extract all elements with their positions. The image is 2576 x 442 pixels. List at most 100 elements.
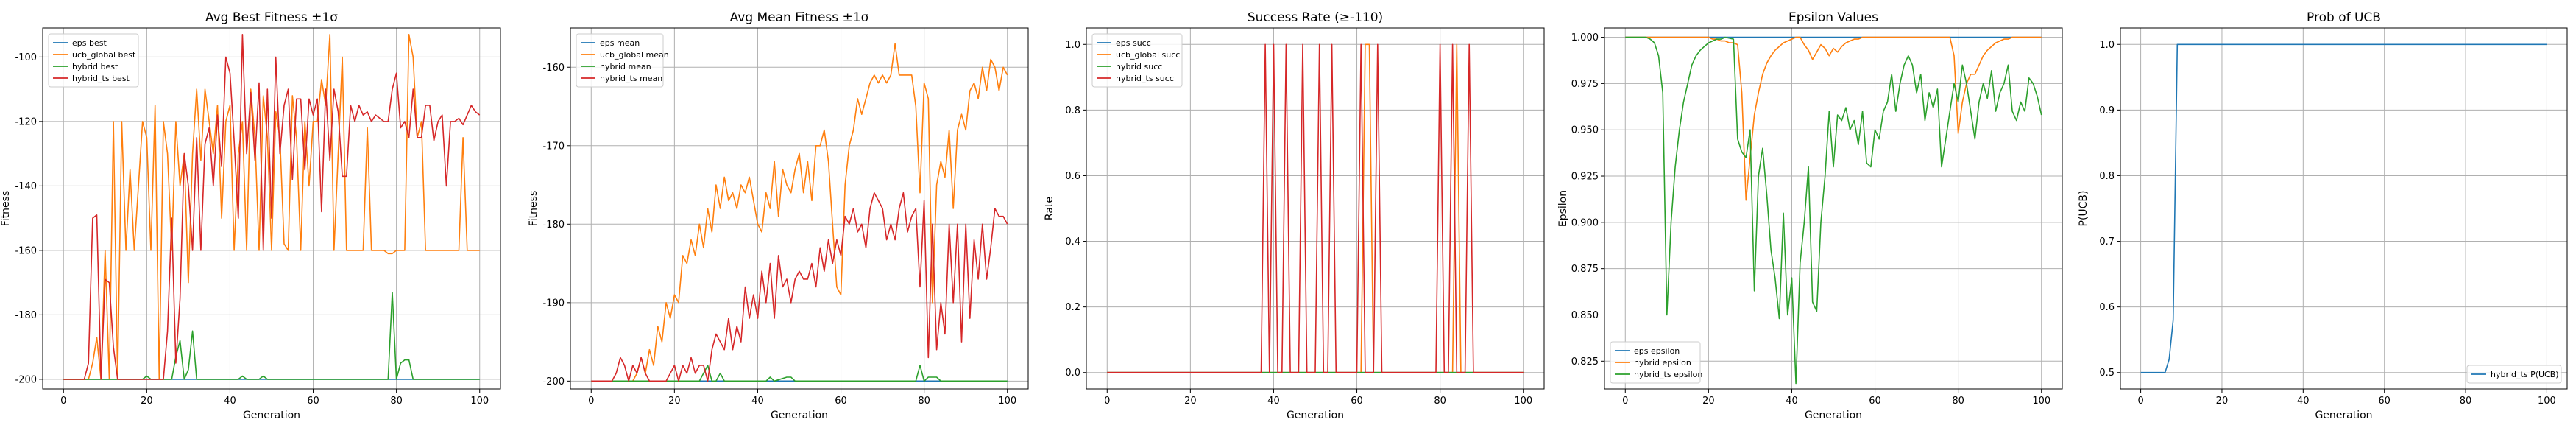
y-tick-label: -140 xyxy=(15,181,37,192)
legend-box xyxy=(48,33,139,88)
x-tick-label: 0 xyxy=(588,396,594,407)
x-tick-label: 0 xyxy=(60,396,66,407)
legend-box xyxy=(1610,341,1701,384)
legend-entry: hybrid_ts best xyxy=(72,74,130,83)
legend-entry: eps epsilon xyxy=(1634,346,1680,356)
y-tick-label: 0.875 xyxy=(1571,264,1599,275)
x-axis-label: Generation xyxy=(1805,410,1862,421)
series-line-4 xyxy=(1107,43,1524,373)
y-tick-label: -160 xyxy=(542,63,565,74)
x-tick-label: 100 xyxy=(2538,396,2556,407)
x-tick-label: 60 xyxy=(1869,396,1881,407)
axes-frame xyxy=(2120,27,2568,390)
legend-entry: ucb_global succ xyxy=(1116,50,1180,60)
x-tick-label: 0 xyxy=(2137,396,2143,407)
y-tick-label: -100 xyxy=(15,52,37,63)
y-tick-label: 0.850 xyxy=(1571,310,1599,321)
legend-entry: hybrid mean xyxy=(600,62,651,71)
chart-panel-4: 0 20 40 60 80 100 0.825 0.850 0.875 0.900 0.925 0.9… xyxy=(1557,10,2063,421)
chart-title: Prob of UCB xyxy=(2307,10,2381,25)
legend-entry: eps succ xyxy=(1116,38,1151,48)
series-line-3 xyxy=(1625,36,2042,385)
x-tick-label: 100 xyxy=(998,396,1016,407)
chart-panel-2: 0 20 40 60 80 100 -200 -190 -180 -170 -160 Avg Mean… xyxy=(528,10,1029,421)
y-tick-label: 0.900 xyxy=(1571,217,1599,228)
y-tick-label: 0.4 xyxy=(1065,236,1080,248)
legend-box xyxy=(576,33,664,88)
axes-frame xyxy=(570,27,1029,390)
x-tick-label: 40 xyxy=(1786,396,1798,407)
y-tick-label: 0.8 xyxy=(2099,171,2115,182)
y-tick-label: -170 xyxy=(542,141,565,152)
x-tick-label: 80 xyxy=(390,396,403,407)
legend-entry: eps mean xyxy=(600,38,640,48)
chart-title: Epsilon Values xyxy=(1788,10,1878,25)
y-tick-label: -200 xyxy=(542,376,565,387)
y-tick-label: -200 xyxy=(15,374,37,385)
legend: eps epsilon hybrid epsilon hybrid_ts epsil… xyxy=(1610,341,1702,384)
series-line-2 xyxy=(1625,36,2042,201)
x-tick-label: 60 xyxy=(1351,396,1363,407)
legend-entry: hybrid_ts epsilon xyxy=(1634,370,1702,379)
x-axis-label: Generation xyxy=(243,410,300,421)
legend-entry: ucb_global mean xyxy=(600,50,669,60)
y-tick-label: -180 xyxy=(542,220,565,231)
legend-entry: eps best xyxy=(72,38,107,48)
x-tick-label: 40 xyxy=(751,396,764,407)
y-tick-label: 1.000 xyxy=(1571,32,1599,43)
y-tick-label: 0.9 xyxy=(2099,105,2115,116)
y-tick-label: 0.8 xyxy=(1065,105,1080,116)
x-tick-label: 20 xyxy=(141,396,153,407)
series-line-3 xyxy=(63,292,480,380)
x-tick-label: 80 xyxy=(1434,396,1446,407)
y-tick-label: 0.975 xyxy=(1571,79,1599,90)
y-axis-label: Fitness xyxy=(528,191,539,227)
x-tick-label: 40 xyxy=(224,396,236,407)
chart-title: Avg Mean Fitness ±1σ xyxy=(730,10,869,25)
y-axis-label: Fitness xyxy=(0,191,12,227)
y-axis-label: Rate xyxy=(1044,197,1055,220)
y-tick-label: 0.7 xyxy=(2099,236,2115,248)
y-tick-label: -190 xyxy=(542,298,565,309)
x-tick-label: 100 xyxy=(470,396,489,407)
x-tick-label: 20 xyxy=(1184,396,1197,407)
y-axis-label: P(UCB) xyxy=(2078,191,2090,227)
x-tick-label: 80 xyxy=(1952,396,1964,407)
series-line-2 xyxy=(1107,43,1524,373)
legend: hybrid_ts P(UCB) xyxy=(2466,365,2562,384)
y-tick-label: 0.925 xyxy=(1571,172,1599,183)
x-tick-label: 100 xyxy=(2032,396,2050,407)
legend-entry: hybrid epsilon xyxy=(1634,358,1691,368)
legend-entry: ucb_global best xyxy=(72,50,136,60)
x-tick-label: 60 xyxy=(307,396,319,407)
y-axis-label: Epsilon xyxy=(1557,190,1569,227)
x-tick-label: 80 xyxy=(918,396,930,407)
y-tick-label: 0.6 xyxy=(2099,302,2115,313)
x-tick-label: 0 xyxy=(1622,396,1628,407)
series-line-4 xyxy=(591,192,1008,382)
legend-entry: hybrid_ts P(UCB) xyxy=(2491,370,2559,379)
y-tick-label: 0.0 xyxy=(1065,368,1080,379)
x-tick-label: 60 xyxy=(2378,396,2391,407)
y-tick-label: 0.6 xyxy=(1065,171,1080,182)
y-tick-label: 1.0 xyxy=(2099,40,2115,51)
y-tick-label: 0.950 xyxy=(1571,125,1599,136)
chart-title: Success Rate (≥-110) xyxy=(1248,10,1383,25)
x-tick-label: 20 xyxy=(2216,396,2229,407)
x-tick-label: 20 xyxy=(668,396,681,407)
legend-entry: hybrid best xyxy=(72,62,118,71)
x-tick-label: 80 xyxy=(2460,396,2472,407)
legend: eps succ ucb_global succ hybrid succ hybrid… xyxy=(1091,33,1183,88)
series-line-4 xyxy=(63,34,481,380)
series-line-2 xyxy=(63,34,480,380)
y-tick-label: -120 xyxy=(15,116,37,127)
y-tick-label: 0.2 xyxy=(1065,302,1080,313)
x-tick-label: 60 xyxy=(835,396,847,407)
legend-entry: hybrid_ts mean xyxy=(600,74,662,83)
x-tick-label: 0 xyxy=(1104,396,1110,407)
legend-box xyxy=(2466,365,2562,384)
y-tick-label: 0.5 xyxy=(2099,368,2115,379)
y-tick-label: -160 xyxy=(15,245,37,256)
legend-box xyxy=(1091,33,1183,88)
